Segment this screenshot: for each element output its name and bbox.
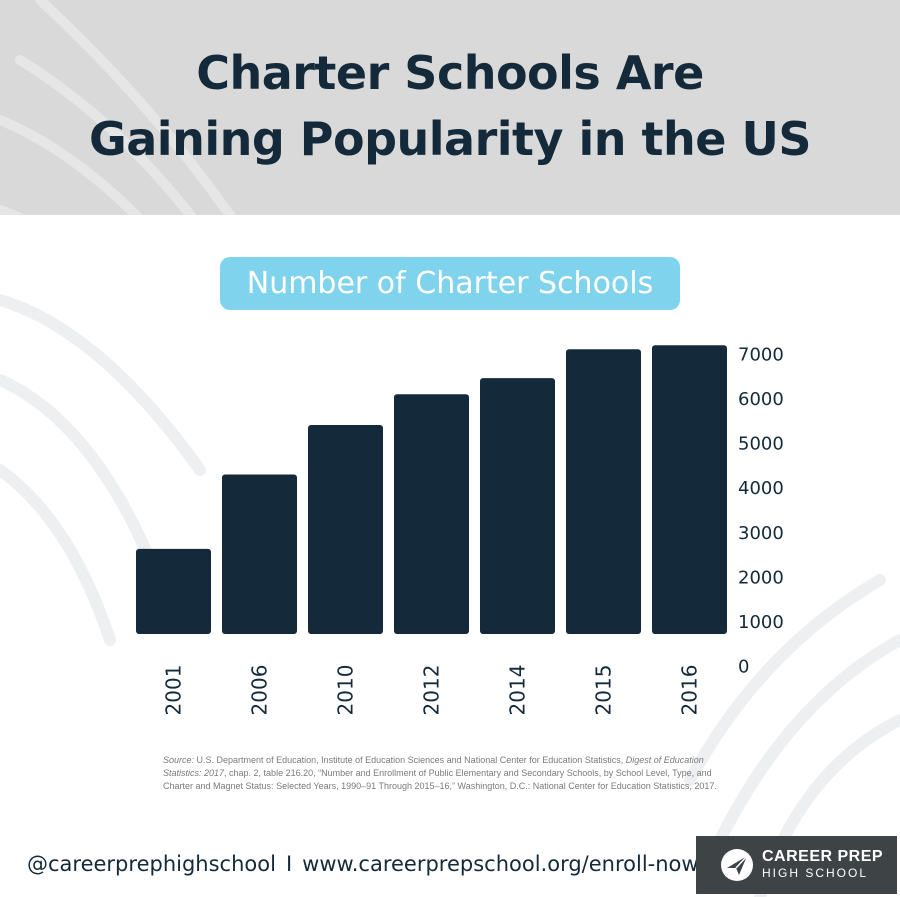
- website-link[interactable]: www.careerprepschool.org/enroll-now: [302, 852, 699, 876]
- source-text-1: U.S. Department of Education, Institute …: [194, 755, 626, 765]
- x-tick-label: 2016: [678, 665, 702, 716]
- bar-chart: 2001 2006 2010 2012 2014 2015 2016 0 1000 2000 300…: [136, 345, 784, 716]
- y-tick-label: 1000: [738, 612, 784, 633]
- title-line-1: Charter Schools Are: [196, 46, 704, 100]
- chart-title: Number of Charter Schools: [246, 266, 654, 301]
- paper-plane-logo-icon: [721, 849, 753, 881]
- x-tick-label: 2006: [248, 665, 272, 716]
- bar-2001: [136, 548, 211, 634]
- page-title: Charter Schools Are Gaining Popularity i…: [0, 40, 900, 172]
- bar-2015: [566, 349, 641, 634]
- source-text-2: , chap. 2, table 216.20, “Number and Enr…: [163, 768, 717, 791]
- y-tick-label: 0: [738, 657, 749, 678]
- header-band: [0, 0, 900, 215]
- bar-2014: [480, 378, 555, 634]
- y-tick-label: 2000: [738, 567, 784, 588]
- bar-2016: [652, 345, 727, 634]
- x-tick-label: 2001: [162, 665, 186, 716]
- source-label: Source:: [163, 755, 195, 765]
- footer-separator: I: [285, 852, 293, 876]
- brand-logo-box: CAREER PREP HIGH SCHOOL: [696, 836, 897, 894]
- y-tick-label: 3000: [738, 523, 784, 544]
- social-handle[interactable]: @careerprephighschool: [27, 852, 276, 876]
- x-tick-label: 2010: [334, 665, 358, 716]
- brand-subtitle: HIGH SCHOOL: [762, 866, 869, 880]
- chart-title-pill: Number of Charter Schools: [220, 257, 680, 310]
- y-tick-label: 4000: [738, 478, 784, 499]
- source-citation: Source: U.S. Department of Education, In…: [163, 754, 723, 793]
- bar-2006: [222, 474, 297, 634]
- brand-text: CAREER PREP HIGH SCHOOL: [762, 849, 883, 881]
- x-tick-label: 2015: [592, 665, 616, 716]
- y-tick-label: 5000: [738, 434, 784, 455]
- y-tick-label: 7000: [738, 345, 784, 366]
- title-line-2: Gaining Popularity in the US: [89, 112, 811, 166]
- source-italic-title: Digest of Education Statistics: 2017: [163, 755, 704, 778]
- bar-2010: [308, 424, 383, 634]
- bar-2012: [394, 394, 469, 634]
- x-tick-label: 2012: [420, 665, 444, 716]
- y-tick-label: 6000: [738, 389, 784, 410]
- brand-name: CAREER PREP: [762, 848, 884, 865]
- x-tick-label: 2014: [506, 665, 530, 716]
